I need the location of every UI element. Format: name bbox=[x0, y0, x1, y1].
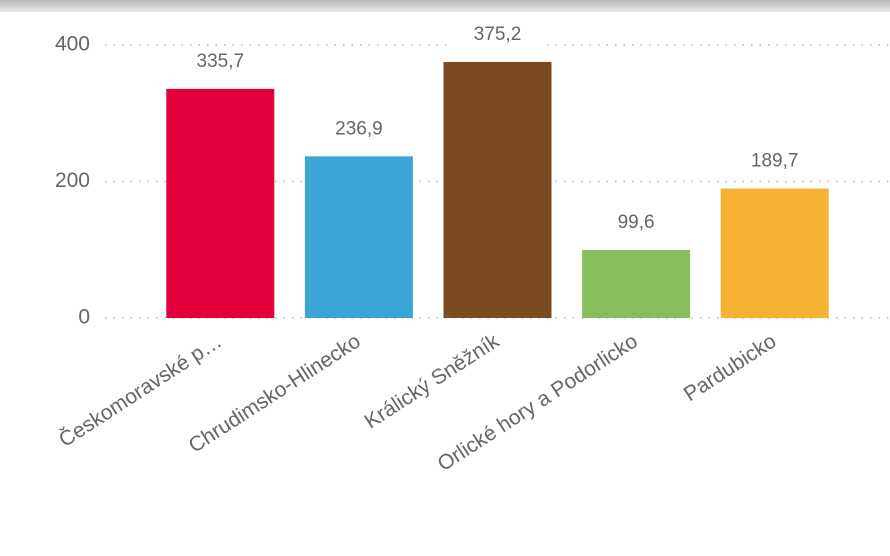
bar bbox=[582, 250, 691, 318]
value-label: 335,7 bbox=[197, 51, 245, 72]
bar bbox=[443, 61, 552, 319]
label-bg bbox=[451, 20, 544, 49]
top-shade bbox=[0, 0, 890, 12]
bar bbox=[720, 188, 829, 318]
value-label: 189,7 bbox=[751, 151, 799, 172]
value-label: 236,9 bbox=[335, 118, 383, 139]
value-label: 375,2 bbox=[474, 24, 522, 45]
bar bbox=[304, 156, 413, 318]
value-label: 99,6 bbox=[618, 212, 655, 233]
y-tick-label: 400 bbox=[55, 33, 90, 56]
y-tick-label: 200 bbox=[55, 169, 90, 192]
bar bbox=[166, 88, 275, 318]
label-bg bbox=[174, 47, 267, 76]
y-tick-label: 0 bbox=[78, 306, 90, 329]
